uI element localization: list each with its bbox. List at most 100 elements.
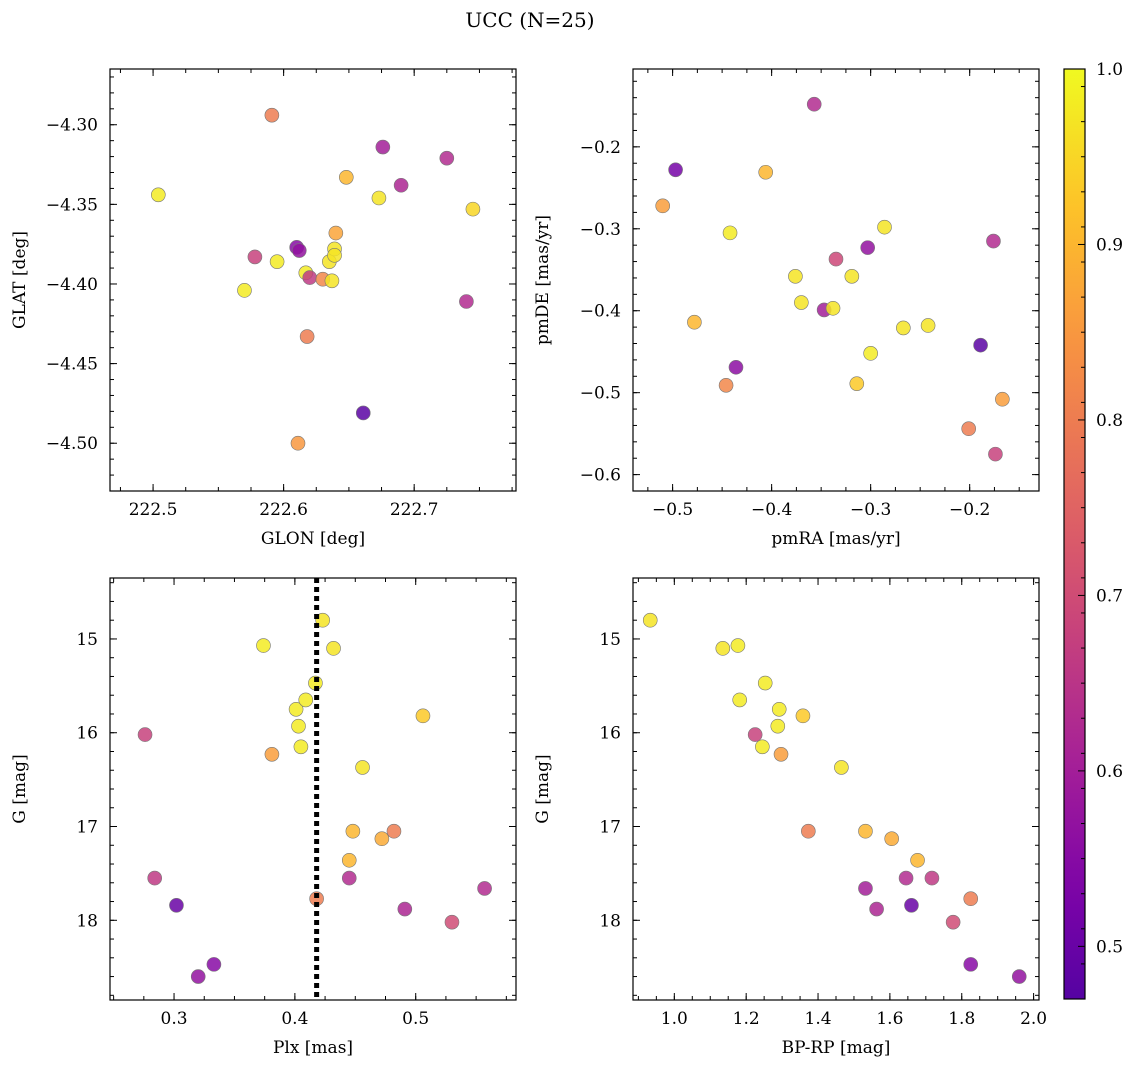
y-tick-label: −0.4 xyxy=(580,302,621,322)
scatter-point xyxy=(315,612,330,628)
scatter-point xyxy=(963,891,979,907)
scatter-point xyxy=(326,641,341,656)
x-tick-label: 222.5 xyxy=(129,500,178,520)
scatter-point xyxy=(910,852,925,868)
figure-title: UCC (N=25) xyxy=(465,8,594,32)
scatter-point xyxy=(374,831,390,847)
scatter-point xyxy=(920,318,936,333)
x-tick-label: −0.5 xyxy=(652,500,693,520)
scatter-point xyxy=(290,435,306,451)
scatter-point xyxy=(788,269,803,284)
scatter-point xyxy=(828,251,844,267)
scatter-point xyxy=(269,254,285,269)
scatter-point xyxy=(298,692,314,708)
scatter-point xyxy=(1011,969,1027,984)
colorbar: 0.5 0.6 0.7 0.8 0.9 1.0 xyxy=(1063,60,1123,1000)
scatter-point xyxy=(137,727,153,742)
scatter-point xyxy=(288,701,304,717)
scatter-point xyxy=(169,897,184,913)
x-tick-label: 222.7 xyxy=(390,500,439,520)
scatter-point xyxy=(397,901,413,917)
y-tick-label: 15 xyxy=(76,630,98,650)
y-tick-label: −0.2 xyxy=(580,138,621,158)
scatter-point xyxy=(668,162,683,178)
scatter-point xyxy=(806,96,822,112)
scatter-point xyxy=(730,638,746,653)
scatter-point xyxy=(324,273,340,289)
y-tick-label: 18 xyxy=(76,911,98,931)
scatter-point xyxy=(877,219,892,235)
scatter-point xyxy=(341,852,357,868)
scatter-point xyxy=(757,675,773,691)
scatter-point xyxy=(415,708,431,724)
scatter-point xyxy=(459,294,474,309)
y-tick-label: −0.5 xyxy=(580,384,621,404)
y-tick-label: −4.50 xyxy=(46,434,98,454)
panels: 222.5 222.6 222.7 −4.30 −4.35 −4.40 −4.45 −4.50… xyxy=(10,68,1047,1058)
scatter-point xyxy=(849,376,865,391)
scatter-point xyxy=(718,377,734,393)
scatter-point xyxy=(732,692,748,708)
colorbar-tick-label: 0.5 xyxy=(1096,937,1123,957)
scatter-point xyxy=(293,739,309,755)
scatter-point xyxy=(834,760,849,775)
scatter-point xyxy=(247,249,263,265)
scatter-point xyxy=(858,881,873,896)
x-axis-label: Plx [mas] xyxy=(273,1038,353,1058)
scatter-point xyxy=(863,346,878,361)
scatter-point xyxy=(801,823,816,839)
y-tick-label: 17 xyxy=(76,818,98,838)
y-tick-label: −4.45 xyxy=(46,355,98,375)
panel-glon_glat: 222.5 222.6 222.7 −4.30 −4.35 −4.40 −4.45 −4.50… xyxy=(10,68,517,549)
x-tick-label: −0.2 xyxy=(949,500,990,520)
y-tick-label: −4.30 xyxy=(46,116,98,136)
colorbar-tick-label: 0.9 xyxy=(1096,235,1123,255)
y-axis-label: pmDE [mas/yr] xyxy=(533,215,553,345)
scatter-point xyxy=(256,638,271,653)
scatter-point xyxy=(371,190,387,206)
scatter-point xyxy=(771,701,787,717)
scatter-point xyxy=(795,708,811,724)
scatter-point xyxy=(770,718,786,734)
scatter-point xyxy=(860,240,875,255)
plot-frame xyxy=(632,68,1040,492)
scatter-point xyxy=(465,201,481,217)
colorbar-tick-label: 1.0 xyxy=(1096,60,1123,80)
y-tick-label: 17 xyxy=(599,818,621,838)
scatter-point xyxy=(728,359,744,375)
scatter-point xyxy=(747,727,763,742)
scatter-point xyxy=(988,446,1003,462)
y-tick-label: −0.6 xyxy=(580,466,621,486)
x-tick-label: 1.8 xyxy=(948,1009,975,1029)
scatter-point xyxy=(237,283,252,298)
scatter-point xyxy=(327,248,342,263)
scatter-point xyxy=(386,823,402,839)
scatter-point xyxy=(264,107,280,123)
scatter-point xyxy=(291,243,307,258)
colorbar-tick-label: 0.7 xyxy=(1096,586,1123,606)
scatter-point xyxy=(945,914,961,930)
scatter-point xyxy=(755,739,770,755)
scatter-point xyxy=(190,969,206,984)
scatter-point xyxy=(961,421,976,437)
scatter-point xyxy=(642,612,658,628)
y-tick-label: −4.40 xyxy=(46,275,98,295)
y-tick-label: 18 xyxy=(599,911,621,931)
plot-frame xyxy=(632,577,1040,1001)
scatter-point xyxy=(844,269,860,284)
scatter-point xyxy=(858,823,873,839)
x-tick-label: −0.3 xyxy=(850,500,891,520)
scatter-point xyxy=(898,870,914,886)
scatter-point xyxy=(477,881,492,896)
scatter-point xyxy=(869,901,884,917)
scatter-point xyxy=(355,760,370,775)
x-tick-label: 0.3 xyxy=(161,1009,188,1029)
scatter-point xyxy=(341,870,357,886)
y-axis-label: G [mag] xyxy=(533,754,553,823)
scatter-point xyxy=(206,957,222,972)
colorbar-tick-label: 0.6 xyxy=(1096,762,1123,782)
scatter-point xyxy=(773,747,789,762)
panel-bprp_g: 1.0 1.2 1.4 1.6 1.8 2.0 15 16 17 18 BP-RP [mag] G [… xyxy=(533,577,1047,1058)
x-axis-label: BP-RP [mag] xyxy=(782,1038,891,1058)
